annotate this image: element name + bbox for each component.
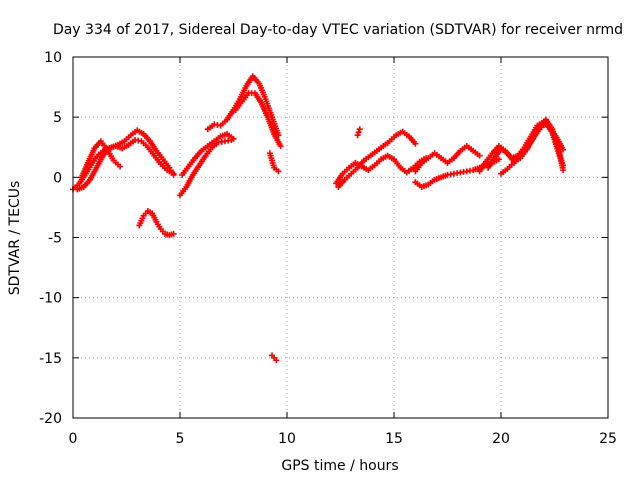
data-point — [277, 143, 284, 150]
x-tick-label: 20 — [492, 431, 510, 447]
chart-title: Day 334 of 2017, Sidereal Day-to-day VTE… — [53, 22, 623, 38]
data-point — [273, 357, 280, 364]
x-tick-label: 15 — [385, 431, 403, 447]
axis-ticks: 0 5 10 15 20 25 10 5 0 -5 -10 -15 -20 — [39, 50, 617, 447]
y-tick-label: 5 — [53, 110, 62, 126]
data-point — [230, 135, 237, 142]
x-tick-label: 10 — [278, 431, 296, 447]
data-point — [275, 168, 282, 175]
y-axis-label: SDTVAR / TECUs — [7, 181, 23, 296]
data-point — [170, 170, 177, 177]
data-point — [412, 140, 419, 147]
x-axis-label: GPS time / hours — [281, 458, 398, 474]
data-point — [356, 126, 363, 133]
data-point — [560, 167, 567, 174]
y-tick-label: -15 — [39, 351, 62, 367]
x-tick-label: 25 — [599, 431, 617, 447]
y-tick-label: 10 — [44, 50, 62, 66]
grid — [73, 57, 608, 418]
y-tick-label: 0 — [53, 170, 62, 186]
data-point — [354, 132, 361, 139]
data-point — [476, 152, 483, 159]
data-points — [70, 73, 567, 364]
y-tick-label: -20 — [39, 411, 62, 427]
y-tick-label: -5 — [48, 231, 62, 247]
data-point-interp — [355, 129, 362, 136]
data-point — [495, 156, 502, 163]
y-tick-label: -10 — [39, 291, 62, 307]
x-tick-label: 0 — [69, 431, 78, 447]
data-point — [117, 163, 124, 170]
x-tick-label: 5 — [176, 431, 185, 447]
data-point — [170, 230, 177, 237]
